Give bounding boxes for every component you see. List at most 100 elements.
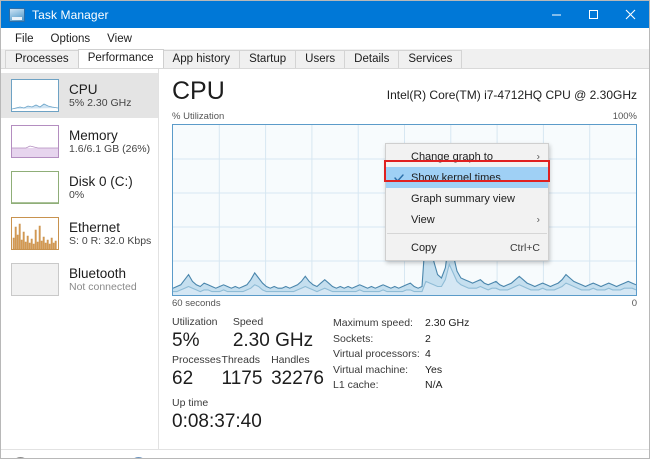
spec-key: Sockets: xyxy=(333,332,374,345)
context-menu-item-change-graph-to[interactable]: Change graph to › xyxy=(386,146,548,167)
context-menu-item-view[interactable]: View › xyxy=(386,209,548,230)
stat-speed-label: Speed xyxy=(232,316,264,328)
spec-value: N/A xyxy=(425,379,443,391)
stat-speed: Speed 2.30 GHz xyxy=(233,315,327,353)
window-title: Task Manager xyxy=(32,7,109,22)
stat-handles-value: 32276 xyxy=(271,368,324,389)
spec-key: Virtual machine: xyxy=(333,363,409,376)
sidebar-item-memory-label: Memory xyxy=(69,127,118,143)
spec-key: Virtual processors: xyxy=(333,348,420,360)
menu-item-options[interactable]: Options xyxy=(50,32,91,45)
stat-utilization-label: Utilization xyxy=(172,316,218,328)
stat-utilization: Utilization 5% xyxy=(172,315,233,353)
cpu-thumbnail-icon xyxy=(11,79,59,112)
cpu-specs-list: Maximum speed: 2.30 GHz Sockets: 2 Virtu… xyxy=(333,315,469,434)
sidebar-item-memory[interactable]: Memory 1.6/6.1 GB (26%) xyxy=(1,119,158,164)
maximize-button[interactable] xyxy=(575,1,612,28)
sidebar-item-bluetooth[interactable]: Bluetooth Not connected xyxy=(1,257,158,302)
content-area: CPU 5% 2.30 GHz Memory 1.6/6.1 GB (26%) xyxy=(1,69,649,449)
graph-axis-top: % Utilization 100% xyxy=(172,111,637,122)
sidebar-item-cpu-sub: 5% 2.30 GHz xyxy=(69,96,132,109)
close-button[interactable] xyxy=(612,1,649,28)
menu-item-file[interactable]: File xyxy=(15,32,34,45)
tab-startup[interactable]: Startup xyxy=(239,50,297,68)
open-resource-monitor-link[interactable]: Open Resource Monitor xyxy=(130,456,275,458)
context-menu-item-show-kernel-times[interactable]: Show kernel times xyxy=(386,167,548,188)
stat-speed-value: 2.30 GHz xyxy=(232,330,314,351)
spec-value: 4 xyxy=(425,348,431,360)
tab-details[interactable]: Details xyxy=(344,50,400,68)
disk-thumbnail-icon xyxy=(11,171,59,204)
sidebar-item-disk[interactable]: Disk 0 (C:) 0% xyxy=(1,165,158,210)
context-menu-item-copy[interactable]: Copy Ctrl+C xyxy=(386,237,548,258)
stat-uptime-value: 0:08:37:40 xyxy=(172,411,262,432)
axis-label-max: 100% xyxy=(612,111,637,122)
stat-processes: Processes 62 xyxy=(172,353,222,391)
axis-label-seconds: 60 seconds xyxy=(172,298,221,309)
cpu-model-label: Intel(R) Core(TM) i7-4712HQ CPU @ 2.30GH… xyxy=(386,88,637,102)
fewer-details-button[interactable]: Fewer details xyxy=(12,456,103,458)
spec-row: Maximum speed: 2.30 GHz xyxy=(333,316,469,332)
spec-key: Maximum speed: xyxy=(333,317,413,329)
status-bar-divider xyxy=(115,457,117,458)
minimize-button[interactable] xyxy=(538,1,575,28)
checkmark-icon xyxy=(394,173,404,183)
menu-item-view[interactable]: View xyxy=(107,32,132,45)
chevron-right-icon: › xyxy=(536,151,540,162)
panel-header: CPU Intel(R) Core(TM) i7-4712HQ CPU @ 2.… xyxy=(172,77,637,105)
sidebar-item-cpu-label: CPU xyxy=(69,81,98,97)
stat-uptime: Up time 0:08:37:40 xyxy=(172,396,327,434)
tab-services[interactable]: Services xyxy=(398,50,463,68)
stat-threads: Threads 1175 xyxy=(222,353,272,391)
stat-threads-value: 1175 xyxy=(221,368,263,389)
sidebar-item-memory-sub: 1.6/6.1 GB (26%) xyxy=(69,142,151,155)
stat-utilization-value: 5% xyxy=(172,330,200,351)
sidebar-item-bluetooth-label: Bluetooth xyxy=(69,265,127,281)
spec-value: 2 xyxy=(425,332,431,345)
sidebar-item-bluetooth-sub: Not connected xyxy=(69,280,137,293)
window-controls xyxy=(538,1,649,28)
sidebar-item-disk-label: Disk 0 (C:) xyxy=(69,173,133,189)
sidebar-item-ethernet-sub: S: 0 R: 32.0 Kbps xyxy=(69,234,152,247)
tab-strip: Processes Performance App history Startu… xyxy=(1,49,649,69)
stat-processes-label: Processes xyxy=(172,354,222,366)
tab-performance[interactable]: Performance xyxy=(77,49,164,68)
resource-sidebar: CPU 5% 2.30 GHz Memory 1.6/6.1 GB (26%) xyxy=(1,69,159,449)
menu-bar: File Options View xyxy=(1,28,649,49)
memory-thumbnail-icon xyxy=(11,125,59,158)
sidebar-item-ethernet-label: Ethernet xyxy=(69,219,121,235)
sidebar-item-cpu[interactable]: CPU 5% 2.30 GHz xyxy=(1,73,158,118)
context-menu-label: View xyxy=(411,213,435,226)
stats-primary: Utilization 5% Speed 2.30 GHz Processes … xyxy=(172,315,327,434)
axis-label-utilization: % Utilization xyxy=(172,111,225,122)
spec-row: Sockets: 2 xyxy=(333,332,469,348)
task-manager-icon xyxy=(9,7,25,22)
context-menu-item-graph-summary-view[interactable]: Graph summary view xyxy=(386,188,548,209)
title-bar: Task Manager xyxy=(1,1,649,28)
stat-handles-label: Handles xyxy=(271,354,310,366)
tab-processes[interactable]: Processes xyxy=(5,50,79,68)
axis-label-zero: 0 xyxy=(631,298,637,309)
tab-users[interactable]: Users xyxy=(295,50,346,68)
sidebar-item-disk-sub: 0% xyxy=(69,188,85,201)
spec-row: L1 cache: N/A xyxy=(333,378,469,394)
context-menu-separator xyxy=(387,233,547,234)
context-menu-label: Show kernel times xyxy=(411,171,501,184)
sidebar-item-ethernet[interactable]: Ethernet S: 0 R: 32.0 Kbps xyxy=(1,211,158,256)
spec-row: Virtual processors: 4 xyxy=(333,347,469,363)
graph-context-menu: Change graph to › Show kernel times Grap… xyxy=(385,143,549,261)
stat-handles: Handles 32276 xyxy=(271,353,327,391)
graph-axis-bottom: 60 seconds 0 xyxy=(172,298,637,309)
stats-area: Utilization 5% Speed 2.30 GHz Processes … xyxy=(172,315,637,434)
cpu-graph-svg xyxy=(173,125,636,295)
tab-app-history[interactable]: App history xyxy=(162,50,241,68)
stat-uptime-label: Up time xyxy=(172,397,209,409)
context-menu-label: Change graph to xyxy=(411,150,493,163)
status-bar: Fewer details Open Resource Monitor xyxy=(1,449,649,458)
context-menu-label: Graph summary view xyxy=(411,192,515,205)
stat-processes-value: 62 xyxy=(172,368,194,389)
page-title: CPU xyxy=(172,77,225,105)
context-menu-label: Copy xyxy=(411,241,437,254)
spec-value: 2.30 GHz xyxy=(425,317,470,329)
